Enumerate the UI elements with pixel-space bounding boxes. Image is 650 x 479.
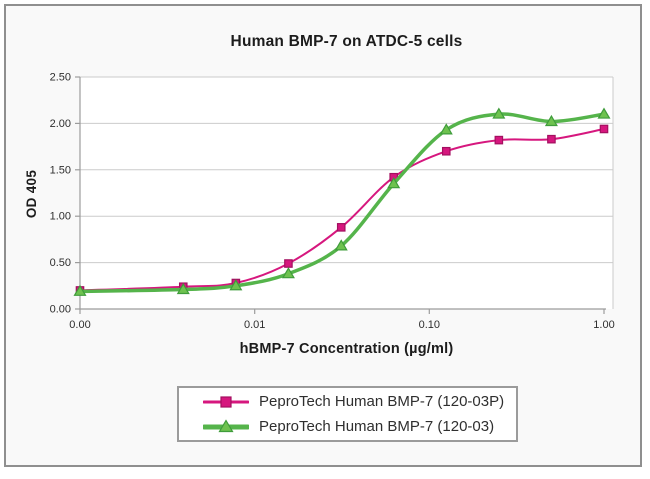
- x-axis-title: hBMP-7 Concentration (µg/ml): [239, 341, 454, 357]
- y-tick-label: 0.00: [50, 304, 71, 316]
- y-tick-label: 1.50: [50, 164, 71, 176]
- triangle-marker-icon: [176, 282, 190, 295]
- series-line: [79, 128, 605, 292]
- triangle-marker-icon: [229, 279, 243, 291]
- y-tick-label: 0.50: [50, 257, 71, 269]
- legend-item-120-03: PeproTech Human BMP-7 (120-03): [203, 416, 516, 438]
- chart-title: Human BMP-7 on ATDC-5 cells: [230, 33, 463, 50]
- triangle-marker-icon: [597, 107, 611, 119]
- y-tick-label: 2.00: [50, 118, 71, 130]
- y-tick-label: 1.00: [50, 211, 71, 223]
- square-marker-icon: [494, 135, 504, 145]
- gridlines: [80, 76, 614, 309]
- legend-item-120-03P: PeproTech Human BMP-7 (120-03P): [203, 391, 516, 413]
- square-marker-icon: [284, 259, 293, 268]
- legend-box: PeproTech Human BMP-7 (120-03P) PeproTec…: [177, 386, 518, 442]
- square-marker-icon: [599, 124, 609, 134]
- square-marker-icon: [441, 146, 451, 156]
- triangle-marker-icon: [439, 123, 453, 135]
- y-axis-ticks: 0.00 0.50 1.00 1.50 2.00 2.50: [50, 72, 80, 316]
- triangle-marker-icon: [387, 177, 401, 189]
- legend-label: PeproTech Human BMP-7 (120-03P): [259, 393, 505, 410]
- series-line: [78, 112, 606, 294]
- triangle-marker-icon: [544, 114, 558, 127]
- series-1: [73, 107, 611, 296]
- triangle-marker-icon: [334, 239, 348, 251]
- y-tick-label: 2.50: [50, 72, 71, 84]
- triangle-marker-icon: [73, 284, 87, 296]
- x-tick-label: 1.00: [593, 319, 614, 331]
- x-axis-ticks: 0.00 0.01 0.10 1.00: [69, 309, 615, 331]
- x-tick-label: 0.10: [419, 319, 440, 331]
- x-tick-label: 0.00: [69, 319, 90, 331]
- legend-swatch-green-triangle-icon: [203, 418, 249, 432]
- square-marker-icon: [336, 223, 346, 232]
- triangle-marker-icon: [492, 107, 506, 119]
- triangle-marker-icon: [281, 267, 295, 279]
- square-marker-icon: [547, 134, 556, 144]
- plot-area: [80, 77, 613, 309]
- legend-label: PeproTech Human BMP-7 (120-03): [259, 418, 495, 435]
- legend-swatch-magenta-square-icon: [203, 395, 249, 408]
- x-tick-label: 0.01: [244, 319, 265, 331]
- axes: [79, 77, 606, 310]
- y-axis-title: OD 405: [24, 169, 39, 219]
